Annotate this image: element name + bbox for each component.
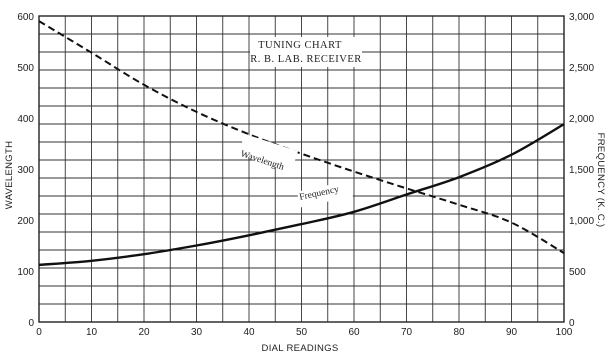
x-axis-title: DIAL READINGS: [262, 343, 339, 354]
y-right-tick-label: 0: [569, 318, 575, 329]
y-right-tick-label: 500: [569, 267, 586, 278]
chart-subtitle: R. B. LAB. RECEIVER: [250, 54, 362, 65]
chart-title: TUNING CHART: [258, 40, 342, 51]
y-right-tick-label: 1,000: [569, 216, 594, 227]
x-tick-label: 70: [401, 327, 413, 338]
y-left-tick-label: 0: [28, 318, 34, 329]
y-left-tick-label: 100: [17, 267, 34, 278]
series-label-wavelength-group: Wavelength: [237, 133, 299, 173]
series-line-wavelength: [38, 20, 565, 254]
plot-frame: [38, 15, 565, 323]
chart-title-block: TUNING CHART R. B. LAB. RECEIVER: [250, 37, 362, 67]
x-tick-label: 30: [191, 327, 203, 338]
y-right-tick-label: 1,500: [569, 165, 594, 176]
y-axis-right-title: FREQUENCY (K. C.): [595, 133, 606, 228]
series-label-frequency-group: Frequency: [296, 180, 354, 208]
y-right-tick-label: 2,000: [569, 114, 594, 125]
y-left-tick-label: 600: [17, 12, 34, 23]
x-tick-label: 20: [138, 327, 150, 338]
tick-labels: 0 10 20 30 40 50 60 70 80 90 100010020030040050060…: [17, 12, 594, 338]
y-axis-left-title: WAVELENGTH: [4, 141, 15, 209]
x-tick-label: 40: [243, 327, 255, 338]
x-tick-label: 50: [296, 327, 308, 338]
x-tick-label: 60: [348, 327, 360, 338]
x-tick-label: 0: [36, 327, 42, 338]
y-right-tick-label: 3,000: [569, 12, 594, 23]
y-left-tick-label: 200: [17, 216, 34, 227]
y-left-tick-label: 400: [17, 114, 34, 125]
x-tick-label: 90: [506, 327, 518, 338]
x-tick-label: 80: [453, 327, 465, 338]
x-tick-label: 100: [556, 327, 573, 338]
x-tick-label: 10: [86, 327, 98, 338]
y-right-tick-label: 2,500: [569, 63, 594, 74]
series-line-frequency: [38, 123, 565, 267]
y-left-tick-label: 500: [17, 63, 34, 74]
y-left-tick-label: 300: [17, 165, 34, 176]
series-lines: [38, 20, 565, 267]
